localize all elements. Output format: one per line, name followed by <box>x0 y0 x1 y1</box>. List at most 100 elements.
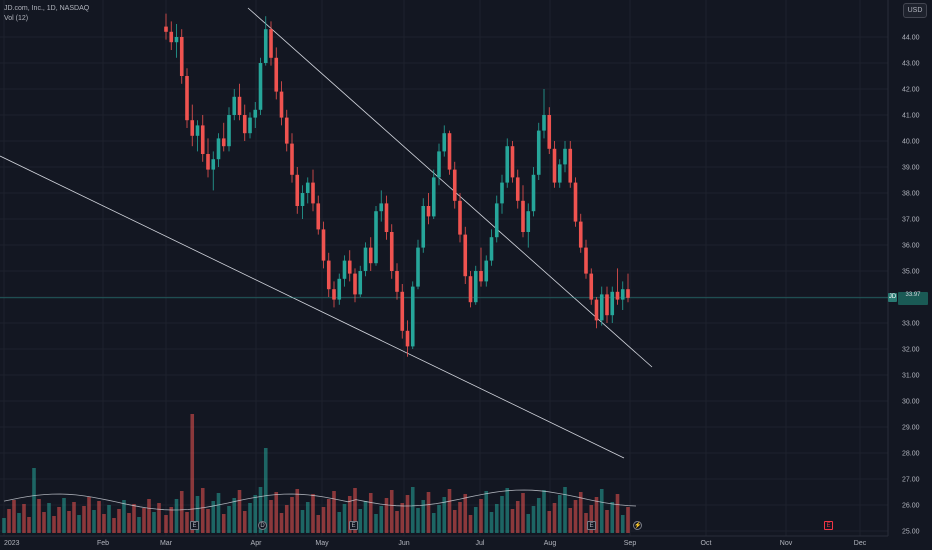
volume-bar <box>594 497 599 533</box>
time-axis-tick: Nov <box>780 540 793 547</box>
volume-bar <box>363 501 368 533</box>
volume-bar <box>626 507 630 533</box>
volume-bar <box>263 448 268 533</box>
volume-bar <box>117 509 121 533</box>
candle-body <box>374 211 378 264</box>
volume-bar <box>67 511 71 533</box>
earnings-event-icon[interactable]: E <box>349 521 358 530</box>
candle-body <box>185 76 189 121</box>
volume-bar <box>147 499 151 533</box>
upper-trendline <box>247 7 653 368</box>
volume-bar <box>347 496 352 533</box>
volume-bar <box>584 513 588 533</box>
candle-body <box>536 130 541 175</box>
time-axis-tick: 2023 <box>4 540 20 547</box>
candle-body <box>300 193 305 206</box>
volume-bar <box>107 505 111 533</box>
volume-bar <box>122 500 126 533</box>
volume-bar <box>242 511 247 533</box>
candle-body <box>384 203 389 232</box>
volume-bar <box>421 500 426 533</box>
volume-bar <box>599 489 604 533</box>
volume-bar <box>27 517 31 533</box>
volume-bar <box>479 499 483 533</box>
candle-body <box>258 63 263 110</box>
earnings-event-icon[interactable]: E <box>190 521 199 530</box>
time-axis-tick: Sep <box>624 540 637 547</box>
candle-body <box>174 37 179 43</box>
candle-body <box>405 330 410 347</box>
volume-bar <box>447 489 452 533</box>
candle-body <box>169 31 174 43</box>
candle-body <box>442 133 447 152</box>
volume-bar <box>37 499 41 533</box>
volume-bar <box>337 512 342 533</box>
candle-body <box>510 146 515 178</box>
volume-bar <box>2 518 6 533</box>
volume-bar <box>410 487 415 533</box>
price-axis-tick: 33.00 <box>902 321 920 328</box>
volume-bar <box>505 488 510 533</box>
volume-bar <box>211 501 216 533</box>
dividend-event-icon[interactable]: D <box>258 521 267 530</box>
candle-body <box>468 276 473 303</box>
candle-body <box>431 177 436 217</box>
candle-body <box>221 138 226 147</box>
split-event-icon[interactable]: ⚡ <box>633 521 642 530</box>
time-axis-tick: Apr <box>251 540 263 547</box>
volume-bar <box>112 518 116 533</box>
volume-bar <box>216 493 221 533</box>
volume-bar <box>395 511 399 533</box>
volume-bar <box>405 495 410 533</box>
candle-body <box>206 154 210 170</box>
candle-body <box>389 232 394 271</box>
candle-body <box>263 29 268 63</box>
candle-body <box>505 146 510 183</box>
volume-bar <box>169 507 174 533</box>
symbol-title[interactable]: JD.com, Inc., 1D, NASDAQ <box>4 5 90 12</box>
candle-body <box>164 26 168 32</box>
candle-body <box>526 211 531 232</box>
volume-bar <box>353 488 357 533</box>
volume-bar <box>102 514 106 533</box>
volume-bar <box>269 500 273 533</box>
currency-button[interactable]: USD <box>903 3 927 18</box>
upcoming-earnings-icon[interactable]: E <box>824 521 833 530</box>
volume-bar <box>589 505 594 533</box>
candle-body <box>363 247 368 271</box>
volume-ma-line <box>3 489 637 511</box>
candle-body <box>353 273 357 295</box>
price-axis-tick: 40.00 <box>902 139 920 146</box>
volume-bar <box>206 509 210 533</box>
volume-bar <box>332 491 336 533</box>
volume-bar <box>237 490 242 533</box>
candle-body <box>305 182 310 193</box>
symbol-badge: JD <box>888 293 897 302</box>
volume-bar <box>77 515 81 533</box>
candle-body <box>594 299 599 321</box>
candle-body <box>358 271 363 295</box>
earnings-event-icon[interactable]: E <box>587 521 596 530</box>
candle-body <box>620 289 625 300</box>
candle-body <box>515 177 520 201</box>
volume-bar <box>82 506 86 533</box>
volume-bar <box>379 506 384 533</box>
candle-body <box>578 221 583 248</box>
volume-bar <box>17 513 21 533</box>
volume-bar <box>321 507 326 533</box>
candle-body <box>200 125 205 154</box>
volume-bar <box>568 508 573 533</box>
candle-body <box>531 174 536 212</box>
candle-body <box>573 182 578 222</box>
volume-bar <box>305 502 310 533</box>
volume-bar <box>92 510 96 533</box>
volume-bar <box>274 492 279 533</box>
lower-trendline <box>0 155 625 459</box>
price-axis-tick: 25.00 <box>902 529 920 536</box>
candle-body <box>237 96 242 115</box>
volume-bar <box>164 515 168 533</box>
volume-bar <box>542 490 546 533</box>
volume-indicator-label[interactable]: Vol (12) <box>4 15 29 22</box>
volume-bar <box>87 497 91 533</box>
